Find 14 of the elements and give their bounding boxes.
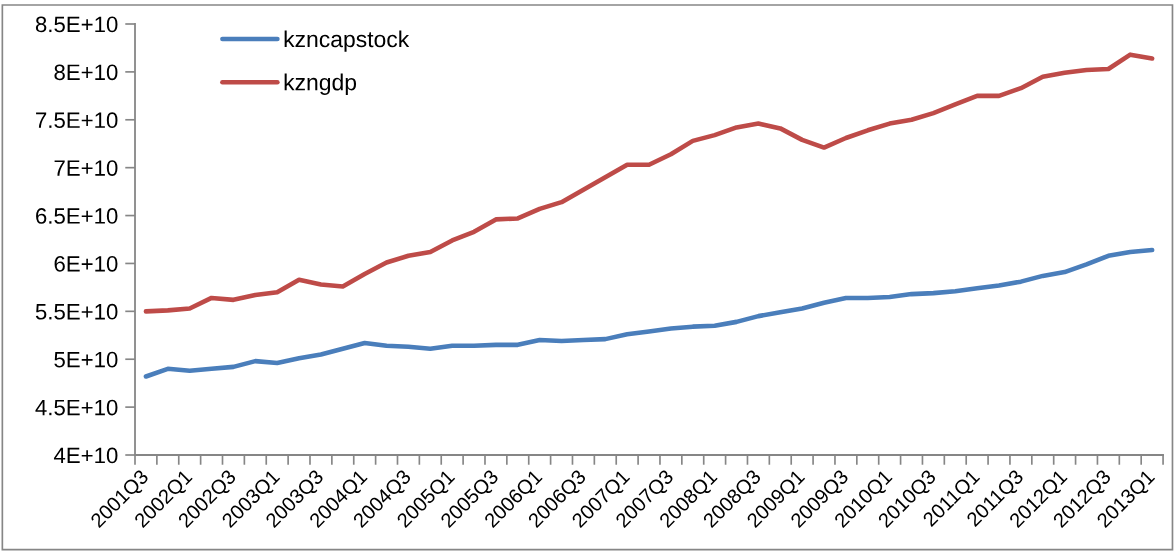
legend-label: kzncapstock bbox=[284, 30, 410, 52]
y-tick-label: 5E+10 bbox=[54, 351, 118, 368]
y-tick-label: 4.5E+10 bbox=[35, 399, 118, 416]
line-series bbox=[143, 52, 1155, 314]
y-tick-label: 4E+10 bbox=[53, 447, 118, 464]
y-tick-label: 6E+10 bbox=[54, 255, 118, 272]
y-tick-label: 8.5E+10 bbox=[35, 16, 118, 33]
y-tick-label: 7.5E+10 bbox=[36, 112, 118, 129]
y-tick-label: 5.5E+10 bbox=[35, 303, 118, 320]
y-tick-label: 6.5E+10 bbox=[36, 208, 118, 224]
legend-label: kzngdp bbox=[284, 73, 357, 95]
y-tick-label: 7E+10 bbox=[54, 160, 118, 176]
line-series bbox=[143, 247, 1155, 379]
y-tick-label: 8E+10 bbox=[54, 64, 118, 81]
